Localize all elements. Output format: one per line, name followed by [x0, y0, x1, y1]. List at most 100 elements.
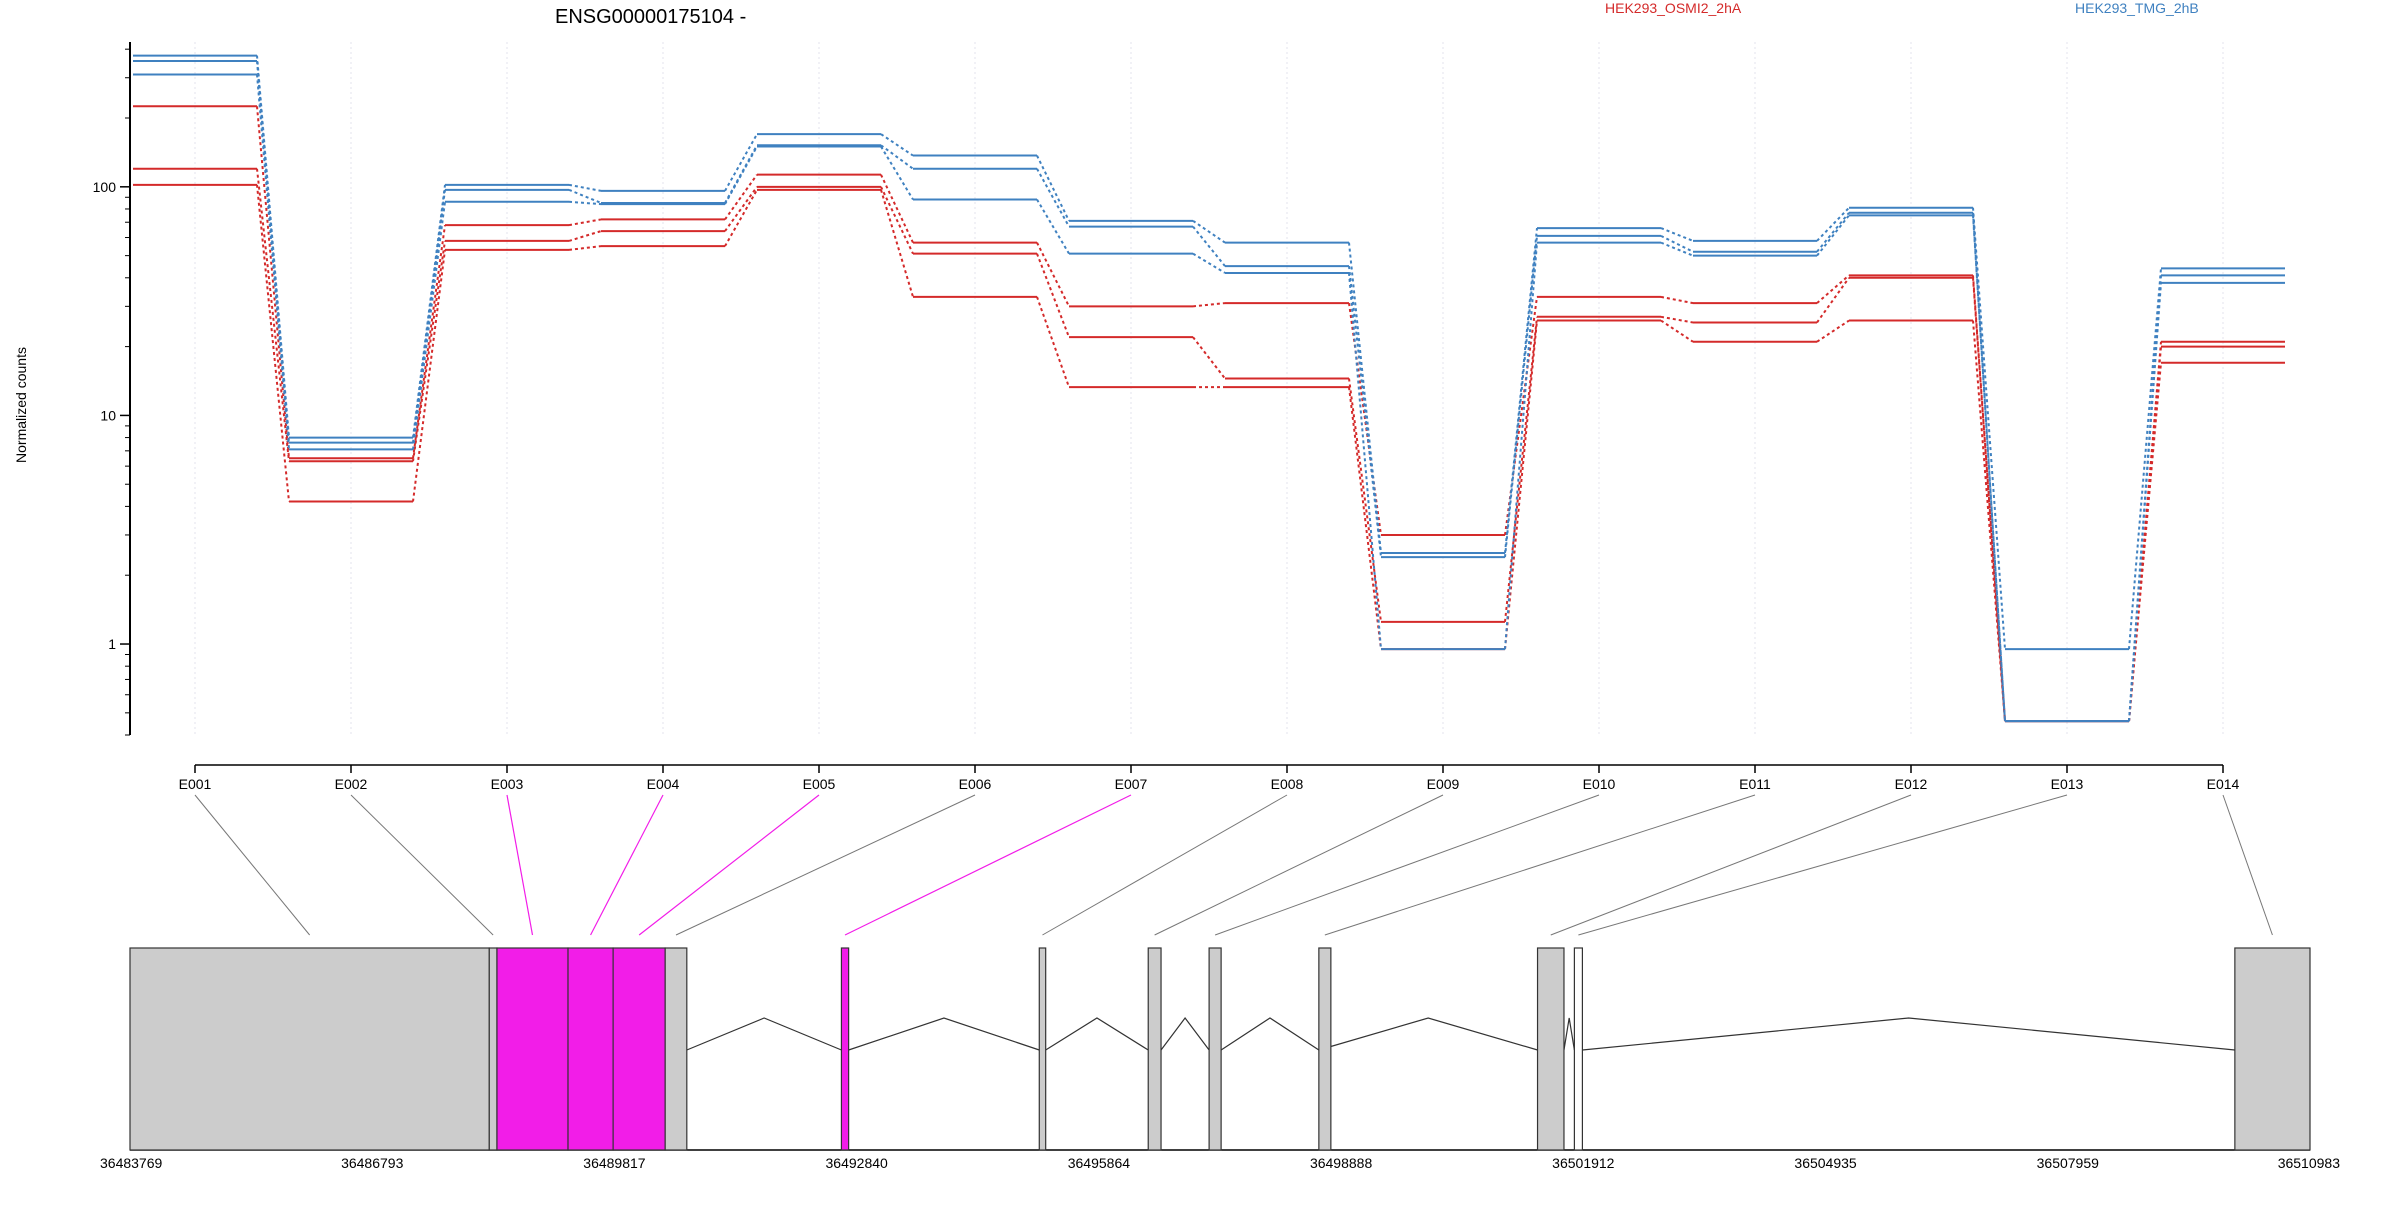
genome-coordinate-label: 36501912 [1552, 1155, 1615, 1171]
exon-transition [1504, 227, 1538, 554]
exon-transition [1348, 265, 1382, 558]
x-tick-label: E003 [491, 776, 524, 792]
exon-transition [256, 60, 290, 443]
data-series [133, 54, 2285, 723]
exon-box [612, 947, 666, 1151]
exon-transition [2128, 341, 2162, 722]
exon-transition [1816, 274, 1850, 304]
x-tick-label: E009 [1427, 776, 1460, 792]
exon-transition [1348, 378, 1382, 623]
exon-transition [880, 186, 914, 255]
exon-box [1573, 947, 1583, 1151]
exon-transition [1816, 319, 1850, 343]
exon-connector [1324, 794, 1756, 936]
exon-transition [1972, 320, 2006, 722]
gene-model: 36483769 36486793 36489817 36492840 36495864… [100, 947, 2341, 1171]
exon-box [567, 947, 614, 1151]
exon-transition [2128, 362, 2162, 722]
intron-line [1220, 1017, 1320, 1051]
genome-coordinate-label: 36495864 [1068, 1155, 1131, 1171]
exon-connector [506, 794, 534, 936]
series-line [133, 60, 2285, 723]
exon-transition [724, 133, 758, 192]
genome-coordinate-label: 36489817 [583, 1155, 646, 1171]
intron-line [1582, 1017, 2235, 1051]
exon-transition [724, 146, 758, 205]
exon-transition [1192, 336, 1226, 380]
chart-title: ENSG00000175104 - [555, 6, 746, 28]
x-tick-label: E011 [1739, 776, 1771, 792]
genome-coordinate-label: 36504935 [1794, 1155, 1857, 1171]
exon-transition [1504, 242, 1538, 650]
exon-transition [1816, 207, 1850, 242]
exon-connector [350, 794, 494, 936]
exon-box [496, 947, 569, 1151]
exon-box [2234, 947, 2311, 1151]
exon-transition [256, 184, 290, 502]
exon-transition [412, 240, 446, 462]
intron-line [1318, 1017, 1538, 1051]
exon-transition [568, 200, 602, 206]
exon-transition [724, 144, 758, 204]
exon-connector [1042, 794, 1288, 936]
exon-transition [880, 133, 914, 157]
exon-transition [1504, 320, 1538, 650]
exon-connector [1578, 794, 2068, 936]
exon-transition [1192, 225, 1226, 267]
exon-transition [1348, 386, 1382, 650]
exon-transition [1660, 227, 1694, 242]
exon-transition [1348, 272, 1382, 650]
exon-transition [568, 245, 602, 251]
exon-connector [1214, 794, 1600, 936]
genome-coordinate-label: 36492840 [826, 1155, 889, 1171]
series-line [133, 73, 2285, 723]
genome-coordinate-label: 36486793 [341, 1155, 404, 1171]
intron-line [686, 1017, 842, 1051]
legend-label-osmi2: HEK293_OSMI2_2hA [1605, 0, 1742, 16]
exon-transition [1660, 295, 1694, 305]
exon-transition [412, 249, 446, 502]
x-tick-label: E013 [2051, 776, 2084, 792]
exon-transition [256, 74, 290, 450]
x-tick-label: E002 [335, 776, 368, 792]
exon-connector [590, 794, 664, 936]
x-tick-label: E010 [1583, 776, 1616, 792]
x-tick-label: E007 [1115, 776, 1148, 792]
exon-box [840, 947, 850, 1151]
exon-connector [2222, 794, 2273, 936]
intron-line [848, 1017, 1040, 1051]
exon-transition [1036, 198, 1070, 255]
x-tick-label: E005 [803, 776, 836, 792]
exon-transition [1972, 215, 2006, 722]
exon-transition [1972, 207, 2006, 650]
exon-transition [1036, 253, 1070, 338]
exon-transition [1660, 315, 1694, 324]
exon-box [1147, 947, 1162, 1151]
exon-gridlines [194, 42, 2224, 735]
y-tick-label: 100 [93, 179, 117, 195]
exon-transition [568, 218, 602, 227]
exon-box [129, 947, 490, 1151]
intron-line [1045, 1017, 1149, 1051]
exon-transition [568, 188, 602, 204]
y-tick-label: 1 [108, 636, 116, 652]
genome-coordinate-label: 36483769 [100, 1155, 163, 1171]
x-tick-label: E001 [179, 776, 212, 792]
exon-transition [1660, 234, 1694, 253]
genome-coordinate-label: 36510983 [2278, 1155, 2341, 1171]
exon-transition [568, 183, 602, 192]
exon-box [488, 947, 498, 1151]
intron-line [1160, 1017, 1210, 1051]
y-axis-label: Normalized counts [13, 347, 29, 463]
exon-connector [194, 794, 311, 936]
exon-connectors [194, 794, 2273, 936]
exon-transition [1660, 319, 1694, 343]
exon-transition [568, 230, 602, 242]
exon-transition [1816, 214, 1850, 257]
x-tick-label: E014 [2207, 776, 2240, 792]
exon-box [1208, 947, 1222, 1151]
exon-transition [1036, 296, 1070, 388]
exon-connector [1550, 794, 1912, 936]
